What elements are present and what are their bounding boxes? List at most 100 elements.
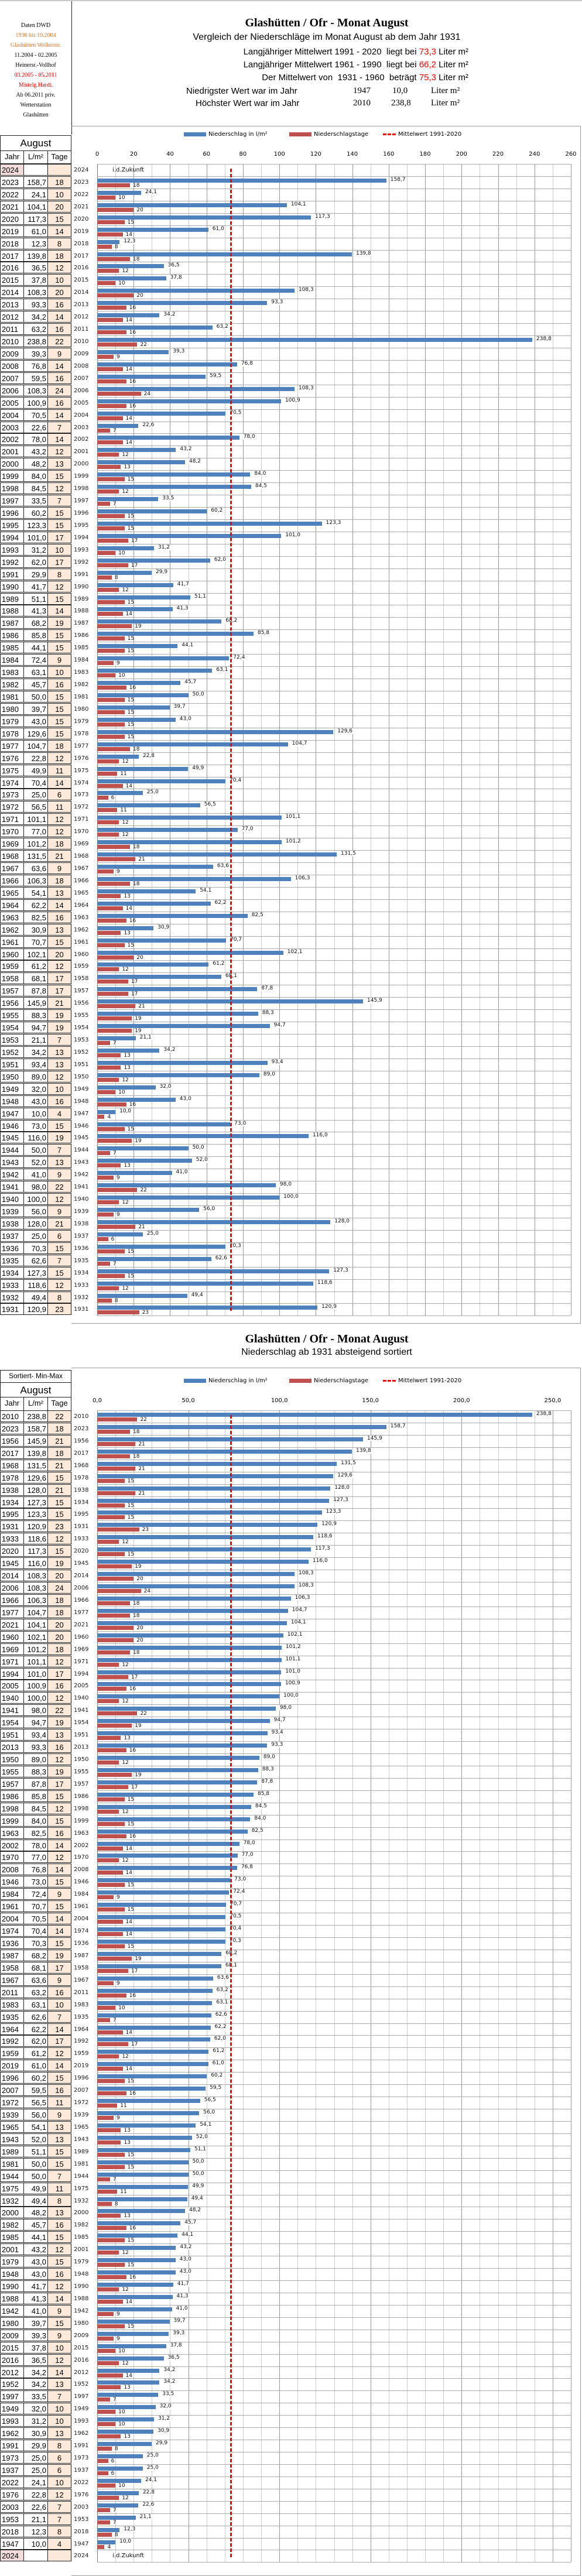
days-value-label: 11: [120, 2188, 127, 2195]
gridline-horizontal: [97, 249, 571, 251]
days-bar: [97, 1151, 110, 1156]
x-tick-label: 40: [166, 151, 174, 157]
days-bar: [97, 710, 125, 714]
days-bar: [97, 1650, 130, 1654]
days-value-label: 15: [127, 2078, 135, 2085]
y-axis-label: 2009: [74, 350, 89, 357]
y-axis-label: 1990: [74, 2283, 89, 2290]
precip-value-label: 41,0: [175, 2305, 189, 2311]
precip-value-label: 98,0: [279, 1705, 292, 1711]
table-year: 1969: [0, 838, 24, 850]
days-bar: [97, 2005, 116, 2010]
y-axis-label: 1940: [74, 1695, 89, 1702]
days-value-label: 10: [118, 550, 125, 556]
precip-bar: [97, 2123, 196, 2128]
days-value-label: 9: [117, 869, 120, 875]
y-axis-label: 1963: [74, 914, 89, 921]
y-axis-label: 1996: [74, 2075, 89, 2082]
precip-bar: [97, 1560, 309, 1564]
table-value: 68,2: [23, 1949, 48, 1961]
unit: Liter m²: [436, 47, 468, 57]
days-bar: [97, 673, 116, 678]
table-days: 23: [47, 1303, 71, 1316]
table-days: 18: [47, 838, 71, 850]
table-year: 2009: [0, 2329, 24, 2341]
days-bar: [97, 906, 123, 910]
table-value: 39,7: [23, 703, 48, 715]
gridline-horizontal: [97, 960, 571, 961]
y-axis-label: 1953: [74, 2516, 89, 2523]
table-days: 15: [47, 1242, 71, 1254]
precip-value-label: 77,0: [241, 1852, 254, 1858]
days-bar: [97, 1809, 119, 1814]
gridline-horizontal: [97, 2476, 571, 2477]
days-value-label: 19: [135, 1016, 142, 1022]
table-days: 24: [47, 384, 71, 396]
precip-value-label: 62,2: [214, 899, 227, 906]
gridline-horizontal: [97, 1083, 571, 1084]
sidebar-line: Ab 06.2011 priv.: [16, 92, 56, 98]
table-days: 12: [47, 813, 71, 825]
days-bar: [97, 1993, 126, 1998]
table-days: 7: [47, 1254, 71, 1266]
precip-bar: [97, 1220, 331, 1224]
gridline-horizontal: [97, 703, 571, 704]
y-axis-label: 2004: [74, 1916, 89, 1923]
days-value-label: 16: [129, 2274, 136, 2281]
gridline-horizontal: [97, 213, 571, 214]
precip-value-label: 41,7: [176, 2281, 190, 2287]
table-value: 68,1: [23, 1961, 48, 1974]
y-axis-label: 1941: [74, 1184, 89, 1191]
table-days: 15: [47, 1119, 71, 1132]
table-value: 25,0: [23, 789, 48, 801]
y-axis-label: 1994: [74, 1670, 89, 1677]
table-year: 1959: [0, 960, 24, 972]
precip-bar: [97, 289, 295, 293]
table-days: 17: [47, 1777, 71, 1790]
y-axis-label: 2013: [74, 302, 89, 309]
days-value-label: 16: [129, 2225, 136, 2232]
y-axis-label: 1943: [74, 2136, 89, 2143]
days-bar: [97, 2299, 123, 2304]
precip-value-label: 56,5: [203, 2097, 217, 2104]
days-bar: [97, 1760, 119, 1765]
precip-value-label: 104,1: [290, 201, 307, 207]
y-axis-label: 1931: [74, 1306, 89, 1313]
table-value: 62,6: [23, 1254, 48, 1266]
y-axis-label: 2022: [74, 191, 89, 198]
precip-bar: [97, 1437, 363, 1441]
table-days: 13: [47, 1729, 71, 1741]
precip-value-label: 101,1: [285, 814, 302, 820]
table-days: 16: [47, 1827, 71, 1839]
y-axis-label: 1938: [74, 1486, 89, 1493]
max-label: Höchster Wert war im Jahr: [196, 98, 300, 108]
y-axis-label: 1978: [74, 730, 89, 737]
table-value: 44,1: [23, 2231, 48, 2243]
legend-swatch: [184, 132, 206, 136]
precip-value-label: 44,1: [181, 642, 194, 649]
table-year: 2003: [0, 421, 24, 433]
days-value-label: 9: [117, 1895, 120, 1901]
table-year: 1965: [0, 2121, 24, 2133]
precip-value-label: 22,6: [142, 2501, 155, 2508]
table-days: 15: [47, 1471, 71, 1484]
table-value: 129,6: [23, 727, 48, 739]
days-bar: [97, 636, 125, 641]
table-value: 49,4: [23, 1291, 48, 1303]
days-value-label: 14: [125, 2298, 132, 2305]
days-value-label: 7: [112, 2397, 117, 2403]
table-value: 70,3: [23, 1242, 48, 1254]
precip-bar: [97, 865, 213, 869]
y-axis-label: 1960: [74, 1633, 89, 1640]
precip-value-label: 116,0: [311, 1132, 328, 1139]
table-year: 1974: [0, 776, 24, 789]
days-value-label: 19: [135, 1564, 142, 1570]
precip-bar: [97, 2442, 152, 2447]
table-value: 32,0: [23, 2403, 48, 2415]
precip-value-label: 21,1: [139, 1034, 152, 1041]
table-year: 1984: [0, 654, 24, 666]
table-year: 1983: [0, 666, 24, 679]
table-year: 1978: [0, 1471, 24, 1484]
days-bar: [97, 453, 119, 457]
y-axis-label: 1986: [74, 1793, 89, 1800]
